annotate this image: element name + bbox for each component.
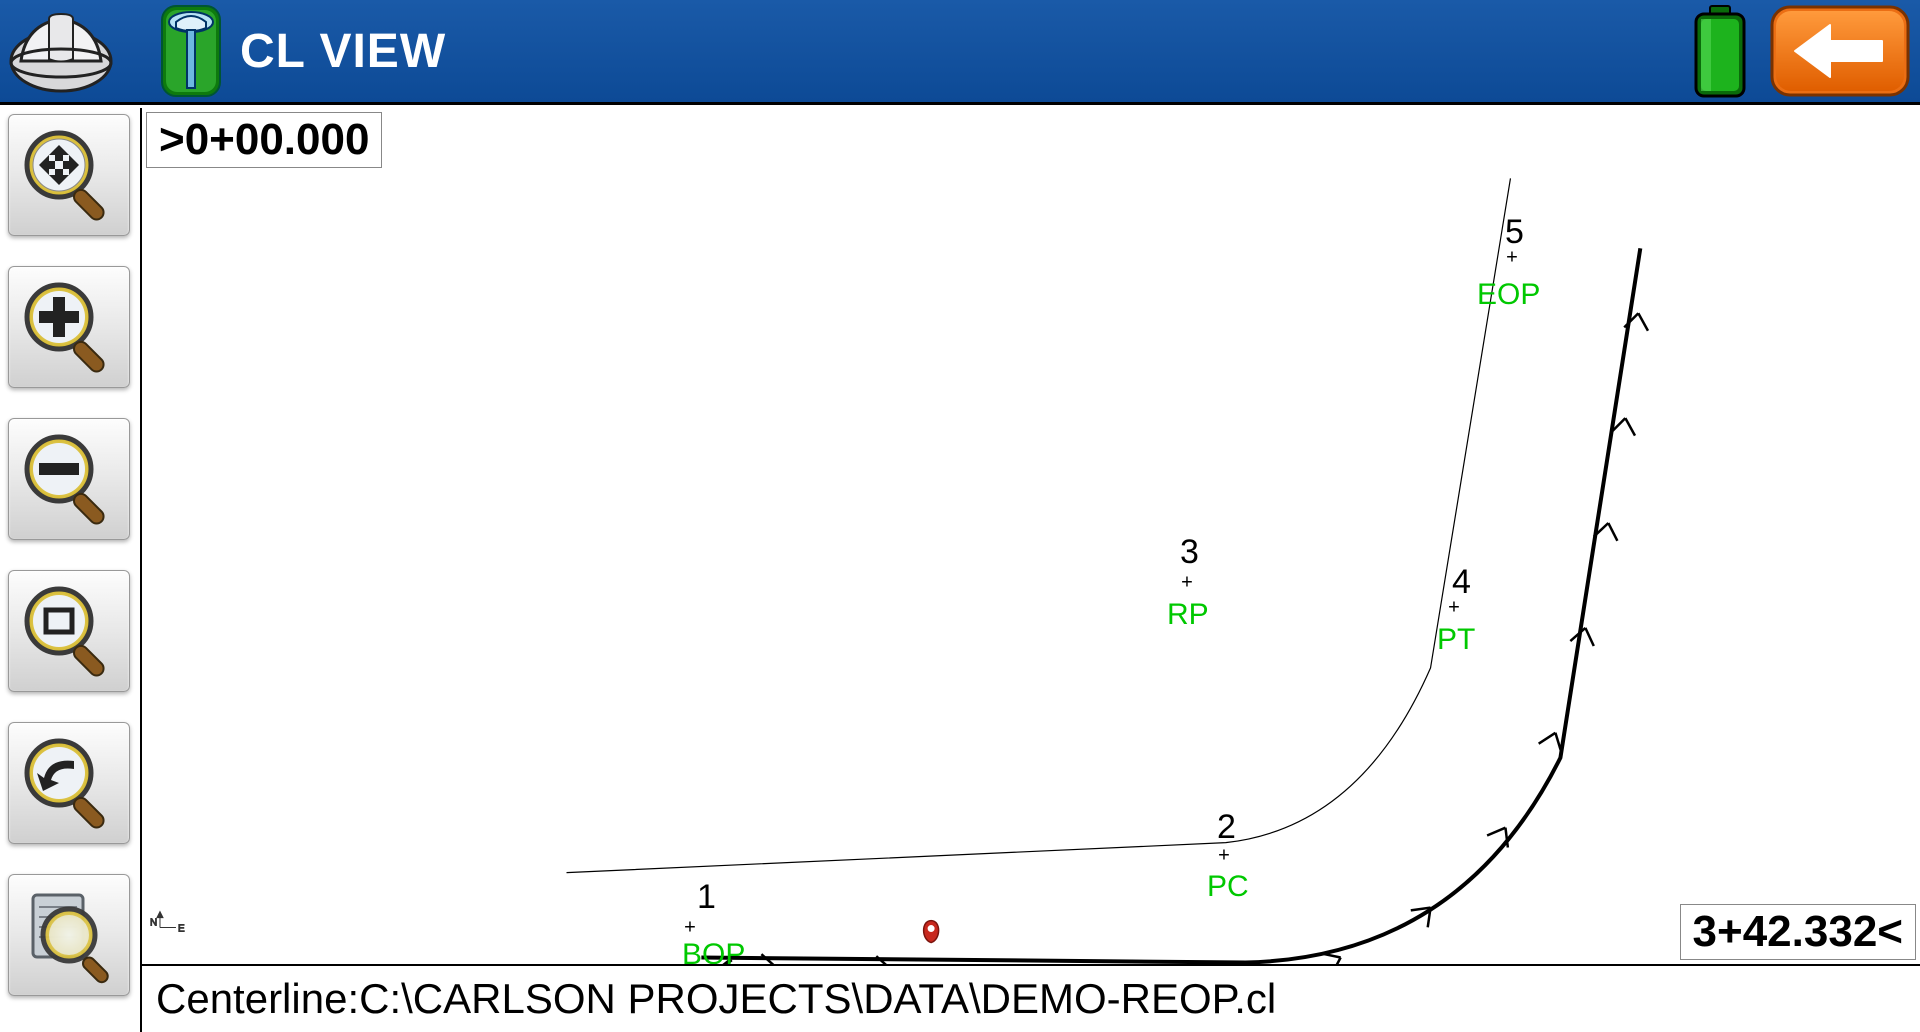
point-cross-icon: + [1181,572,1193,595]
point-number: 1 [697,878,716,917]
point-cross-icon: + [1506,247,1518,270]
status-bar: Centerline: C:\CARLSON PROJECTS\DATA\DEM… [140,964,1920,1032]
point-label: EOP [1477,278,1540,312]
battery-indicator[interactable] [1690,4,1750,99]
back-arrow-icon [1770,5,1910,97]
properties-button[interactable] [8,874,130,996]
svg-text:E: E [178,924,185,935]
svg-text:N: N [150,918,157,929]
centerline-drawing: E N [142,108,1920,964]
point-cross-icon: + [684,917,696,940]
zoom-previous-icon [19,733,119,833]
zoom-extents-icon [19,125,119,225]
status-prefix: Centerline: [156,975,359,1023]
point-label: RP [1167,598,1209,632]
zoom-window-icon [19,581,119,681]
properties-icon [19,885,119,985]
point-cross-icon: + [1218,845,1230,868]
gnss-receiver-icon [156,4,226,99]
centerline-file-path: C:\CARLSON PROJECTS\DATA\DEMO-REOP.cl [359,975,1276,1023]
map-canvas[interactable]: >0+00.000 E N 1+BOP2+PC3+RP4+PT5+EOP 3+4… [140,108,1920,964]
zoom-window-button[interactable] [8,570,130,692]
point-cross-icon: + [1448,597,1460,620]
instrument-status-button[interactable] [156,4,226,99]
zoom-previous-button[interactable] [8,722,130,844]
zoom-extents-button[interactable] [8,114,130,236]
zoom-toolbar [0,108,140,1032]
point-label: PT [1437,623,1475,657]
battery-icon [1690,4,1750,99]
zoom-out-icon [19,429,119,529]
title-bar: CL VIEW [0,0,1920,105]
home-helmet-button[interactable] [6,9,116,94]
screen-title: CL VIEW [240,24,446,79]
point-label: PC [1207,870,1249,904]
point-number: 2 [1217,808,1236,847]
back-button[interactable] [1770,5,1910,97]
helmet-icon [6,9,116,94]
zoom-in-icon [19,277,119,377]
end-station-box: 3+42.332< [1680,904,1916,960]
location-marker-icon [924,921,939,943]
north-indicator-icon: E N [150,912,185,935]
point-number: 3 [1180,533,1199,572]
zoom-out-button[interactable] [8,418,130,540]
zoom-in-button[interactable] [8,266,130,388]
